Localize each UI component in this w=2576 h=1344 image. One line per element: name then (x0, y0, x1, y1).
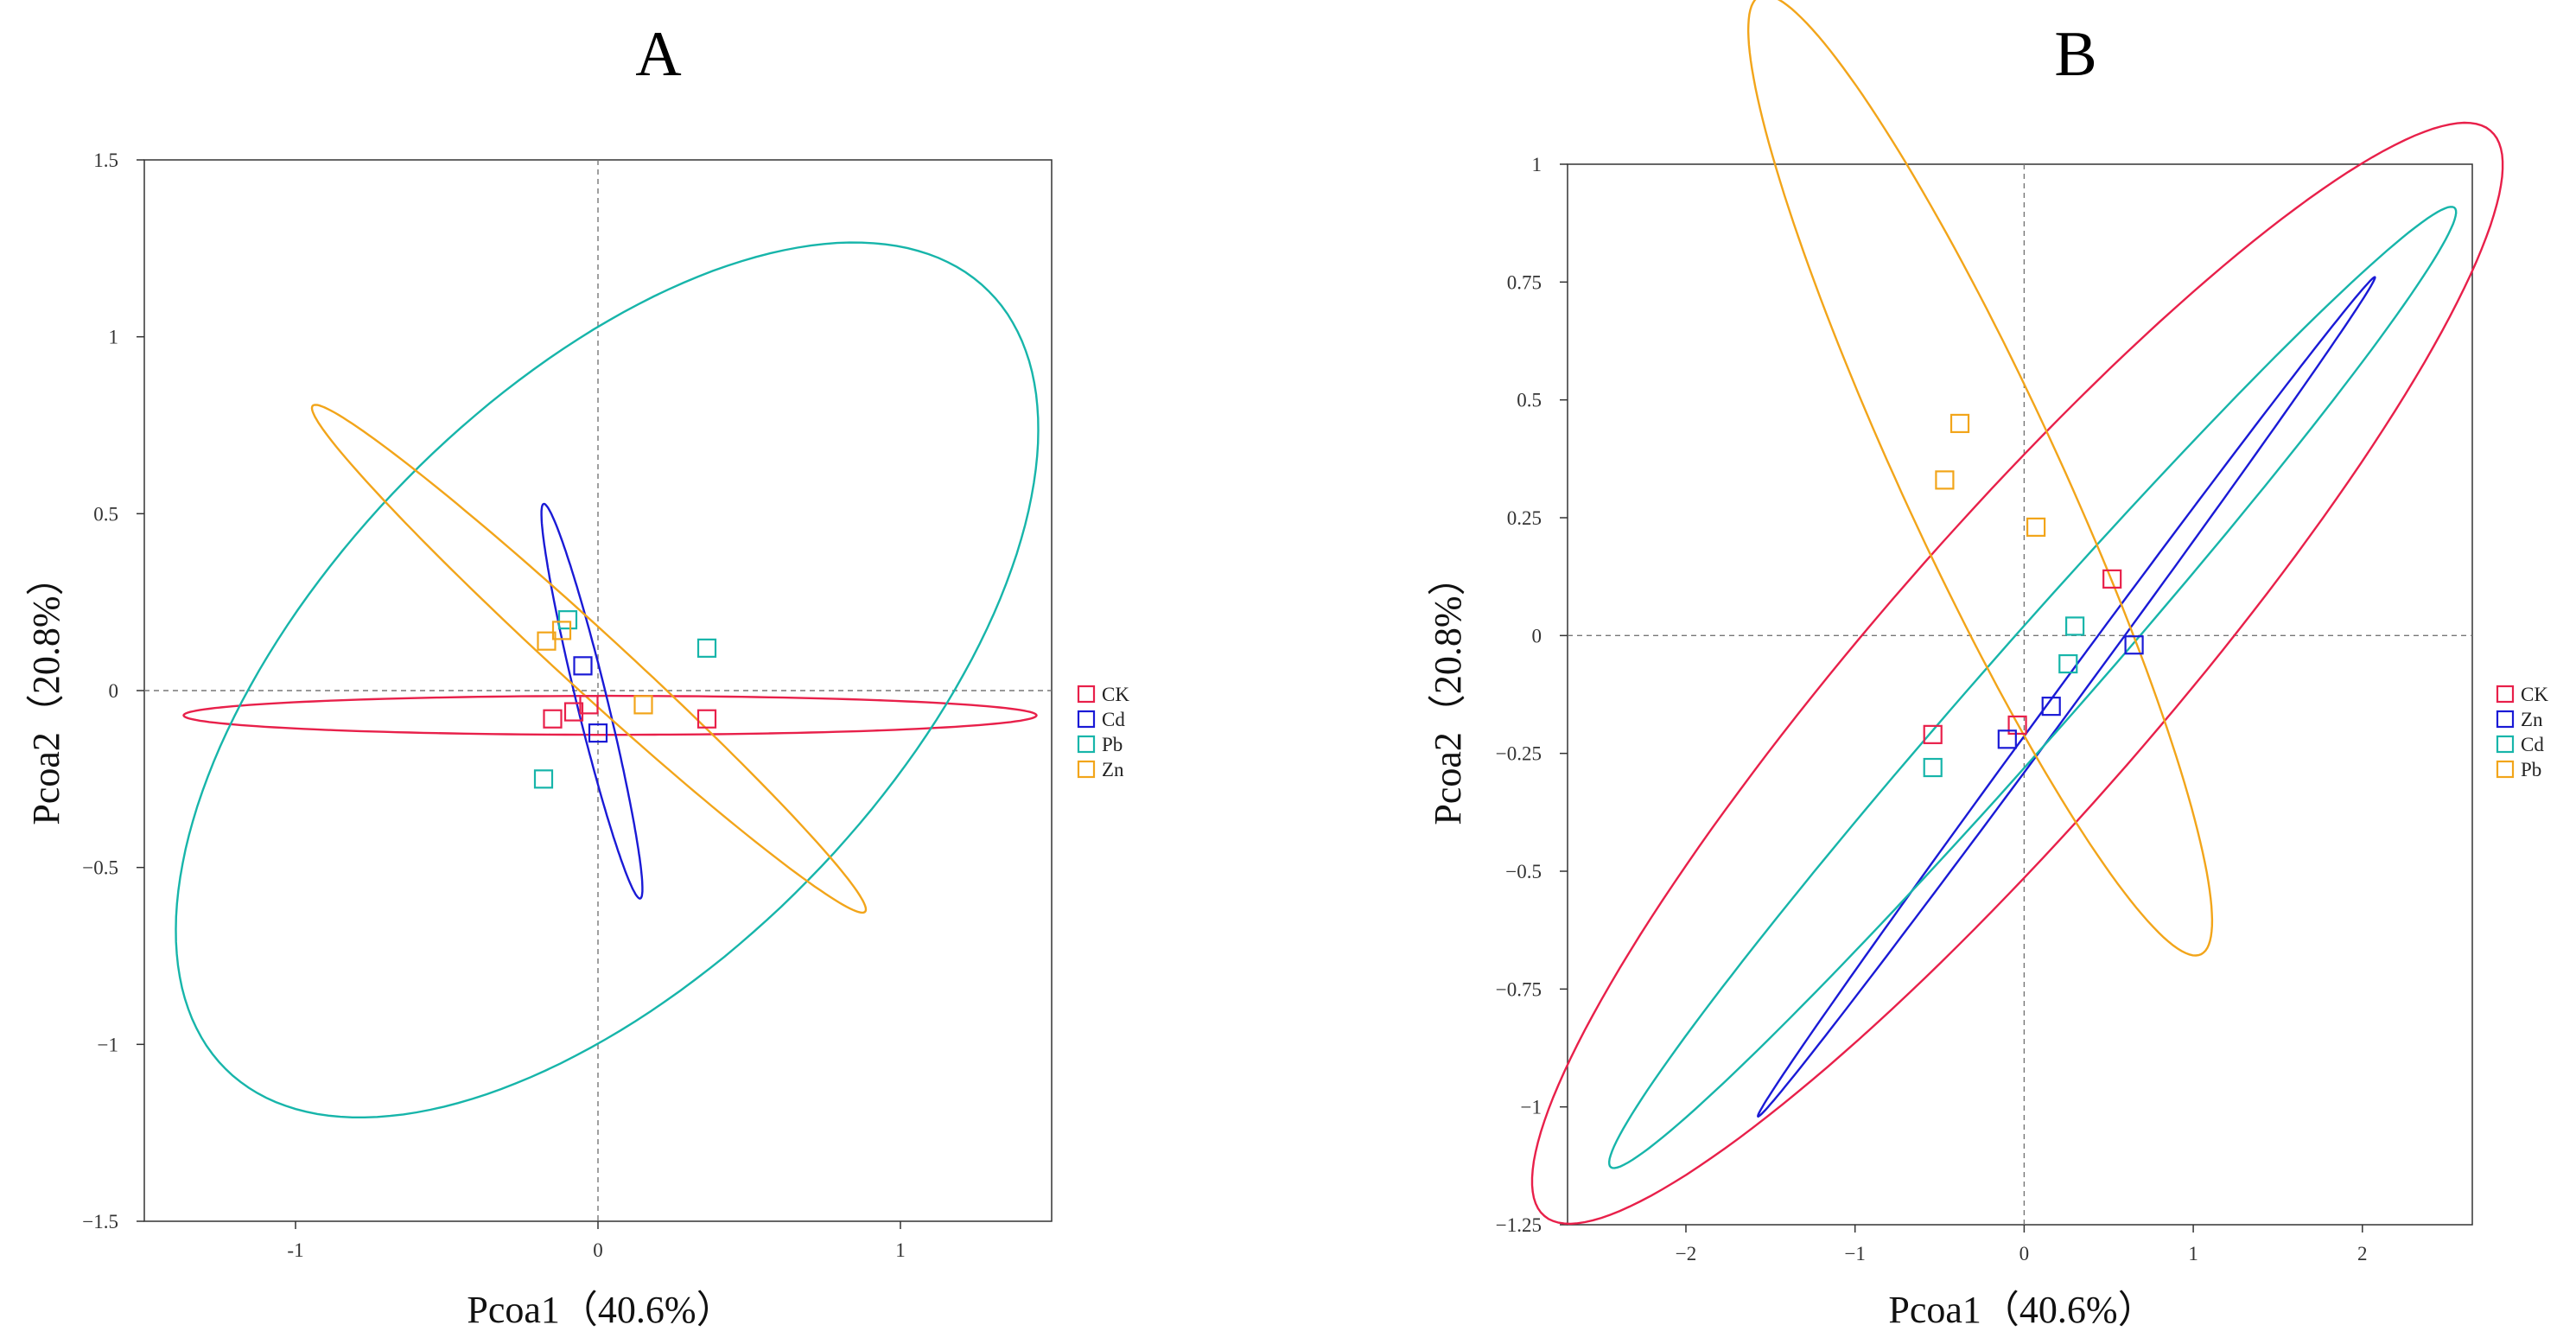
panel-b-point-zn (1997, 729, 2017, 749)
panel-a-y-tick-label: 0.5 (93, 503, 118, 525)
panel-b-x-tick-label: −1 (1844, 1243, 1865, 1264)
panel-a-x-tick-label: 0 (593, 1239, 603, 1261)
panel-a-y-tick-label: −1 (98, 1034, 118, 1055)
panel-a-point-pb (696, 638, 717, 658)
panel-a-y-tick-label: −0.5 (82, 857, 118, 879)
panel-b-ellipse-zn (1757, 276, 2376, 1118)
panel-b-y-tick-label: 0 (1532, 625, 1542, 647)
panel-a-ellipse-pb (175, 241, 1040, 1119)
panel-b-ellipse-pb (1746, 0, 2214, 957)
panel-a-point-ck (543, 709, 563, 729)
panel-b-point-ck (2102, 569, 2122, 589)
panel-a-ellipse-cd (540, 502, 644, 900)
panel-a-y-tick-label: 0 (109, 680, 119, 702)
panel-a-legend-swatch-zn (1077, 760, 1096, 779)
panel-a-point-zn (551, 621, 572, 640)
panel-b-legend-swatch-cd (2496, 735, 2515, 754)
panel-a-legend-label-cd: Cd (1102, 709, 1125, 730)
panel-b-x-tick-label: −2 (1676, 1243, 1696, 1264)
panel-b-x-tick-label: 0 (2019, 1243, 2030, 1264)
panel-b-x-tick-label: 1 (2188, 1243, 2198, 1264)
panel-a-ylabel: Pcoa2（20.8%） (25, 557, 67, 825)
panel-a-legend-label-pb: Pb (1102, 734, 1123, 755)
panel-b-plot-frame (1567, 163, 2473, 1226)
panel-b-y-tick-label: 0.5 (1517, 390, 1542, 411)
panel-b-y-tick-label: −0.75 (1496, 978, 1542, 1000)
panel-a-point-zn (633, 695, 653, 715)
panel-a-point-ck (563, 702, 584, 722)
panel-a-legend-swatch-pb (1077, 735, 1096, 754)
panel-b-y-tick-label: −0.5 (1505, 861, 1542, 882)
panel-b-ellipse-ck (1530, 121, 2504, 1226)
panel-b: B Pcoa1（40.6%） Pcoa2（20.8%） −2 −1 0 1 2 1 0.75… (1427, 0, 2548, 1331)
panel-b-ylabel: Pcoa2（20.8%） (1427, 557, 1469, 825)
panel-b-point-zn (2041, 697, 2061, 717)
panel-a-legend-swatch-ck (1077, 685, 1096, 704)
panel-a: A Pcoa1（40.6%） Pcoa2（20.8%） -1 0 1 1.5 1 0.5 0… (25, 19, 1129, 1331)
panel-a-legend-swatch-cd (1077, 710, 1096, 729)
panel-a-x-tick-label: -1 (287, 1239, 303, 1261)
panel-a-x-tick-label: 1 (895, 1239, 906, 1261)
panel-b-ellipse-cd (1607, 206, 2458, 1169)
panel-b-legend-label-pb: Pb (2521, 759, 2541, 780)
panel-b-point-pb (1949, 413, 1970, 434)
panel-a-y-tick-label: 1.5 (93, 150, 118, 171)
panel-b-xlabel: Pcoa1（40.6%） (1888, 1289, 2155, 1331)
panel-b-legend-swatch-pb (2496, 760, 2515, 779)
panel-b-point-ck (2007, 715, 2027, 736)
panel-b-point-zn (2124, 635, 2144, 655)
panel-a-legend-label-zn: Zn (1102, 759, 1124, 780)
panel-b-legend-swatch-zn (2496, 710, 2515, 729)
panel-b-legend-label-zn: Zn (2521, 709, 2543, 730)
panel-a-point-cd (573, 656, 593, 676)
panel-a-point-cd (588, 723, 608, 743)
panel-b-y-tick-label: 0.75 (1507, 271, 1542, 293)
panel-b-point-cd (2058, 653, 2078, 674)
panel-b-x-tick-label: 2 (2357, 1243, 2368, 1264)
panel-b-y-tick-label: −1 (1521, 1097, 1542, 1118)
panel-b-point-pb (2026, 517, 2046, 538)
panel-a-point-pb (557, 610, 578, 630)
panel-a-y-tick-label: −1.5 (82, 1211, 118, 1233)
panel-b-point-cd (2065, 616, 2085, 636)
panel-b-point-ck (1923, 724, 1943, 744)
panel-a-legend-label-ck: CK (1102, 684, 1129, 705)
panel-b-legend-swatch-ck (2496, 685, 2515, 704)
panel-b-legend-label-cd: Cd (2521, 734, 2544, 755)
panel-a-ellipse-zn (310, 404, 868, 914)
panel-a-point-ck (696, 709, 717, 729)
panel-a-point-zn (537, 631, 557, 651)
panel-b-y-tick-label: 1 (1532, 154, 1542, 175)
panel-b-point-cd (1923, 757, 1943, 778)
panel-b-legend-label-ck: CK (2521, 684, 2548, 705)
panel-b-y-tick-label: 0.25 (1507, 507, 1542, 529)
panel-b-point-pb (1935, 470, 1955, 490)
panel-a-point-pb (533, 769, 554, 789)
panel-a-point-ck (579, 695, 599, 715)
panel-a-ellipse-ck (182, 694, 1038, 736)
panel-a-y-tick-label: 1 (109, 327, 119, 348)
panel-b-y-tick-label: −0.25 (1496, 743, 1542, 765)
panel-b-title: B (2054, 19, 2096, 90)
panel-a-title: A (635, 19, 681, 90)
panel-b-y-tick-label: −1.25 (1496, 1214, 1542, 1236)
panel-a-xlabel: Pcoa1（40.6%） (467, 1289, 734, 1331)
